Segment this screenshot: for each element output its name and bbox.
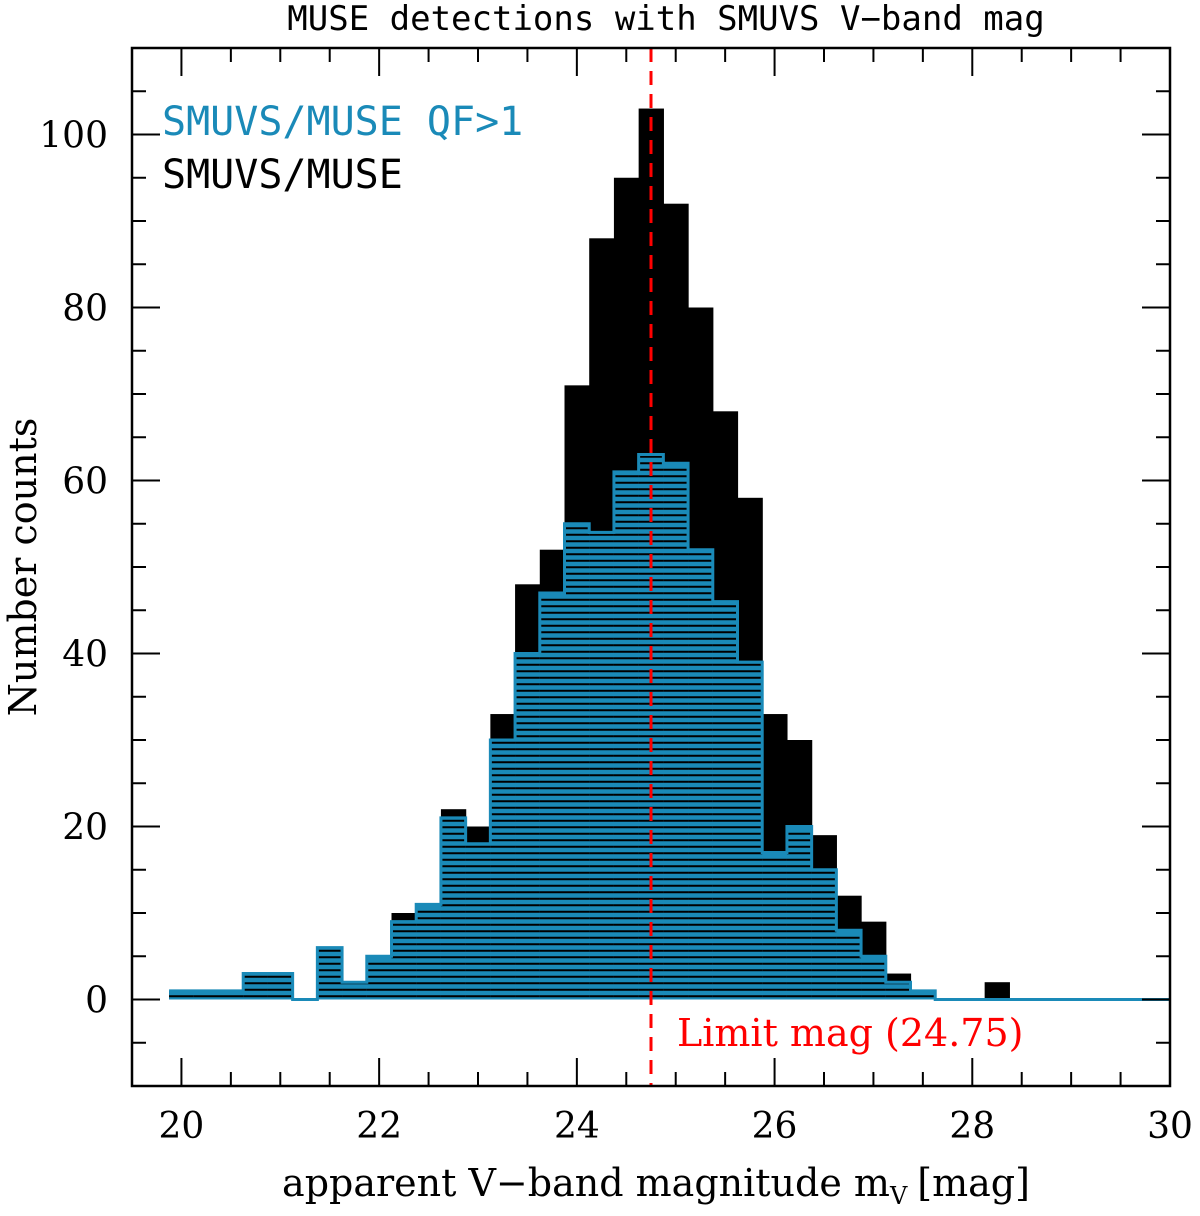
legend: SMUVS/MUSE QF>1 SMUVS/MUSE: [162, 99, 523, 198]
x-axis-label: apparent V−band magnitude mV [mag]: [282, 1161, 1030, 1210]
limit-line-group: Limit mag (24.75): [649, 48, 1023, 1086]
bar-all-33: [984, 982, 1010, 1000]
x-tick-label: 20: [159, 1106, 205, 1147]
bar-qf-8: [366, 956, 393, 1000]
axis-ticks: 20 22 24 26 28 30 0 20 40 60 80 100: [39, 47, 1193, 1147]
bar-qf-0: [169, 990, 195, 1000]
limit-mag-label: Limit mag (24.75): [677, 1011, 1023, 1055]
bar-qf-9: [391, 921, 417, 1000]
bar-qf-29: [885, 982, 912, 1000]
bar-qf-27: [836, 930, 862, 1000]
bar-qf-2: [218, 990, 244, 1000]
bar-qf-1: [193, 990, 220, 1000]
x-tick-label: 22: [356, 1106, 402, 1147]
y-axis-label: Number counts: [1, 418, 45, 717]
plot-area: [169, 108, 1170, 1001]
qf-step-outline: [169, 453, 1170, 1001]
x-axis-label-subscript: V: [889, 1182, 908, 1210]
bar-qf-24: [762, 852, 788, 1000]
y-tick-label: 0: [85, 981, 108, 1022]
x-tick-label: 24: [554, 1106, 600, 1147]
bar-qf-26: [811, 869, 837, 1000]
bar-qf-13: [490, 740, 516, 1000]
bar-qf-6: [317, 947, 343, 1000]
bar-qf-20: [663, 463, 689, 1000]
chart-title: MUSE detections with SMUVS V−band mag: [287, 0, 1044, 39]
bar-qf-7: [342, 982, 368, 1000]
x-tick-label: 30: [1147, 1106, 1193, 1147]
x-axis-label-suffix: [mag]: [917, 1161, 1030, 1205]
y-tick-label: 100: [39, 116, 108, 157]
legend-all-label: SMUVS/MUSE: [162, 152, 403, 198]
x-tick-label: 28: [949, 1106, 995, 1147]
x-axis-label-main: apparent V−band magnitude m: [282, 1161, 890, 1205]
bar-qf-12: [465, 843, 491, 1000]
y-tick-label: 80: [62, 289, 108, 330]
y-tick-label: 40: [62, 635, 108, 676]
y-tick-label: 20: [62, 808, 108, 849]
legend-qf-label: SMUVS/MUSE QF>1: [162, 99, 523, 145]
x-tick-label: 26: [752, 1106, 798, 1147]
bar-qf-30: [910, 990, 936, 1000]
y-tick-label: 60: [62, 462, 108, 503]
bar-qf-11: [440, 817, 467, 1000]
bar-qf-4: [267, 973, 294, 1000]
bar-qf-28: [861, 956, 887, 1000]
bar-qf-23: [737, 662, 763, 1000]
bar-qf-17: [589, 532, 615, 1000]
bar-qf-3: [243, 973, 269, 1000]
